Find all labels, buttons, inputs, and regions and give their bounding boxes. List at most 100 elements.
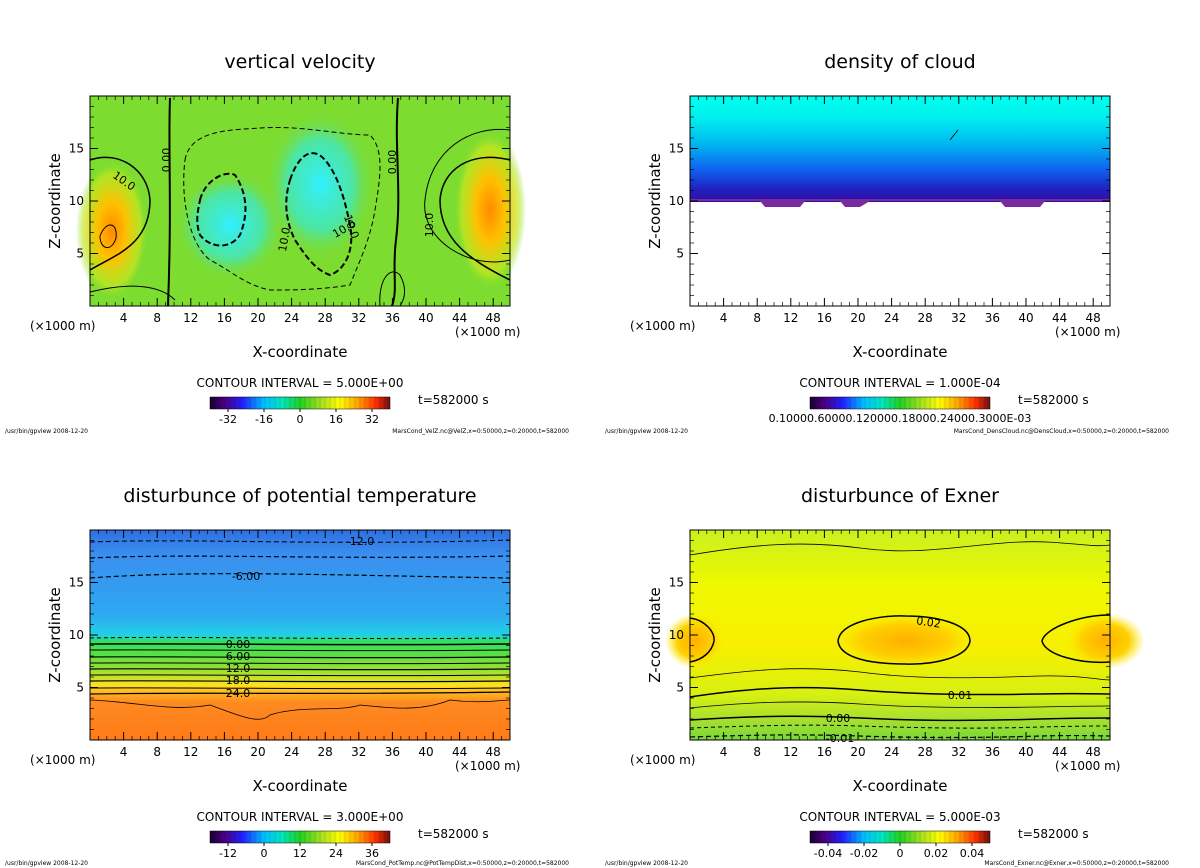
colorbar-tick-label: 0 xyxy=(897,847,904,860)
path-label: /usr/bin/gpview 2008-12-20 xyxy=(5,860,88,867)
time-label: t=582000 s xyxy=(1018,393,1089,407)
contour-line-24 xyxy=(89,691,511,695)
x-tick-label: 48 xyxy=(486,311,501,325)
x-tick-label: 44 xyxy=(452,745,467,759)
x-tick-label: 48 xyxy=(486,745,501,759)
colorbar-ticks xyxy=(214,397,386,412)
contour-line-0 xyxy=(89,643,511,646)
x-unit-right: (×1000 m) xyxy=(1055,759,1120,773)
contour-label: -0.01 xyxy=(826,732,854,745)
contour-label: -12.0 xyxy=(346,535,374,548)
contour-line-21 xyxy=(89,687,511,690)
colorbar-ticks xyxy=(814,831,986,846)
y-tick-label: 5 xyxy=(76,247,84,261)
x-tick-label: 44 xyxy=(452,311,467,325)
contour-line-dashed-top xyxy=(89,539,511,543)
x-tick-label: 28 xyxy=(318,311,333,325)
contour-interval: CONTOUR INTERVAL = 5.000E-03 xyxy=(799,810,1000,824)
contour-line-bottom-left xyxy=(89,285,176,301)
x-tick-label: 8 xyxy=(153,311,161,325)
time-label: t=582000 s xyxy=(418,393,489,407)
x-tick-label: 32 xyxy=(951,311,966,325)
y-axis-label: Z-coordinate xyxy=(646,587,664,682)
axis-ticks xyxy=(690,530,1110,740)
x-axis-label: X-coordinate xyxy=(253,343,348,361)
x-tick-label: 16 xyxy=(817,311,832,325)
x-tick-label: 16 xyxy=(217,745,232,759)
panel-vertical-velocity: vertical velocity 0.00 0.00 10.0 10.0 10… xyxy=(5,51,569,435)
y-axis-label: Z-coordinate xyxy=(46,153,64,248)
colorbar-tick-labels: -32 -16 0 16 32 xyxy=(219,413,379,426)
x-tick-label: 20 xyxy=(850,745,865,759)
contour-line-dashed-low xyxy=(89,636,511,640)
x-tick-label: 24 xyxy=(284,311,299,325)
axis-ticks xyxy=(690,96,1110,306)
warm-region-right xyxy=(1065,613,1145,669)
contour-line-mid xyxy=(689,668,1111,681)
path-label: /usr/bin/gpview 2008-12-20 xyxy=(605,860,688,867)
x-tick-label: 12 xyxy=(183,311,198,325)
contour-line-000 xyxy=(689,715,1111,722)
cloud-layer xyxy=(690,96,1110,202)
contour-field xyxy=(76,96,526,307)
x-tick-label: 40 xyxy=(1018,311,1033,325)
contour-line-dashed-b xyxy=(689,734,1111,739)
colorbar-tick-label: 16 xyxy=(329,413,343,426)
contour-label: 0.01 xyxy=(948,689,973,702)
y-tick-label: 10 xyxy=(69,194,84,208)
x-tick-label: 12 xyxy=(783,745,798,759)
colorbar-tick-labels: -12 0 12 24 36 xyxy=(219,847,379,860)
plot-title: vertical velocity xyxy=(224,51,375,73)
y-axis-label: Z-coordinate xyxy=(646,153,664,248)
cloud-base-edge xyxy=(690,199,1110,207)
x-tick-label: 28 xyxy=(918,745,933,759)
contour-label: 0.00 xyxy=(226,638,251,651)
x-axis-label: X-coordinate xyxy=(253,777,348,795)
x-tick-label: 12 xyxy=(183,745,198,759)
x-tick-label: 28 xyxy=(318,745,333,759)
x-tick-label: 24 xyxy=(884,745,899,759)
x-tick-label: 4 xyxy=(720,311,728,325)
x-tick-label: 4 xyxy=(120,311,128,325)
colorbar-tick-label: 32 xyxy=(365,413,379,426)
x-unit-left: (×1000 m) xyxy=(630,319,695,333)
x-tick-label: 48 xyxy=(1086,311,1101,325)
path-label: /usr/bin/gpview 2008-12-20 xyxy=(605,428,688,435)
y-tick-label: 5 xyxy=(676,247,684,261)
x-tick-label: 8 xyxy=(153,745,161,759)
contour-line-002-center xyxy=(837,615,971,665)
x-tick-label: 24 xyxy=(884,311,899,325)
contour-line-3 xyxy=(89,649,511,652)
cool-region-b xyxy=(265,110,375,260)
x-tick-label: 32 xyxy=(951,745,966,759)
x-tick-label: 24 xyxy=(284,745,299,759)
field-background xyxy=(90,530,510,740)
x-tick-label: 4 xyxy=(720,745,728,759)
source-label: MarsCond_DensCloud.nc@DensCloud,x=0:5000… xyxy=(954,428,1169,435)
x-tick-label: 36 xyxy=(385,311,400,325)
contour-label: 0.00 xyxy=(160,148,173,173)
x-axis-label: X-coordinate xyxy=(853,343,948,361)
contour-line-bottom-blob xyxy=(379,271,406,307)
x-tick-label: 44 xyxy=(1052,311,1067,325)
y-tick-label: 5 xyxy=(76,681,84,695)
contour-line-dashed-a xyxy=(689,724,1111,729)
contour-line-dashed-6 xyxy=(89,573,511,579)
warm-region-center xyxy=(830,613,980,669)
x-unit-right: (×1000 m) xyxy=(455,759,520,773)
colorbar-tick-label: -0.04 xyxy=(814,847,842,860)
x-unit-left: (×1000 m) xyxy=(630,753,695,767)
source-label: MarsCond_Exner.nc@Exner,x=0:50000,z=0:20… xyxy=(984,860,1169,867)
warm-region-left xyxy=(76,160,148,300)
contour-line-left-b xyxy=(99,224,117,248)
x-tick-label: 20 xyxy=(250,311,265,325)
colorbar-tick-labels: -0.04 -0.02 0 0.02 0.04 xyxy=(814,847,984,860)
panel-potential-temperature: disturbunce of potential temperature -12… xyxy=(5,485,569,867)
y-tick-label: 5 xyxy=(676,681,684,695)
x-tick-label: 36 xyxy=(385,745,400,759)
x-unit-right: (×1000 m) xyxy=(1055,325,1120,339)
x-tick-label: 48 xyxy=(1086,745,1101,759)
contour-line-top xyxy=(689,541,1111,556)
